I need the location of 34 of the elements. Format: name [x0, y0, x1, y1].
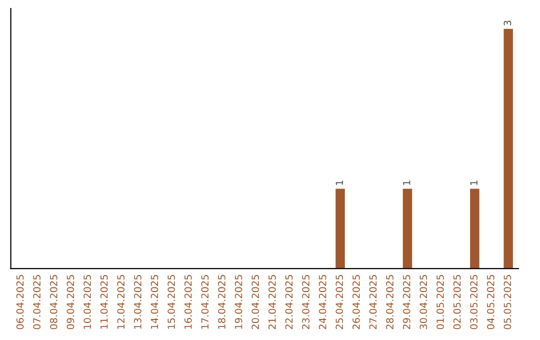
x-tick-label: 09.04.2025 [66, 275, 74, 330]
x-tick-label: 27.04.2025 [369, 275, 377, 330]
x-tick-label: 18.04.2025 [218, 275, 226, 329]
x-tick-label: 22.04.2025 [285, 275, 293, 330]
x-tick-label: 23.04.2025 [302, 275, 310, 330]
x-tick-label: 07.04.2025 [33, 275, 41, 330]
x-tick-label: 14.04.2025 [150, 275, 158, 329]
x-tick-label: 16.04.2025 [184, 275, 192, 329]
x-tick-label: 19.04.2025 [234, 275, 242, 329]
x-tick-label: 06.04.2025 [16, 275, 24, 330]
x-tick-label: 30.04.2025 [420, 275, 428, 330]
x-tick-label: 05.05.2025 [504, 275, 512, 330]
x-tick-label: 28.04.2025 [386, 275, 394, 330]
data-label: 1 [336, 180, 343, 185]
x-tick-label: 02.05.2025 [453, 275, 461, 330]
x-tick-label: 15.04.2025 [168, 275, 175, 329]
x-tick-label: 20.04.2025 [252, 275, 260, 330]
x-tick-label: 29.04.2025 [402, 275, 410, 330]
x-tick-label: 03.05.2025 [470, 275, 478, 330]
x-tick-label: 26.04.2025 [352, 275, 360, 330]
data-label: 1 [470, 180, 478, 185]
x-tick-label: 08.04.2025 [50, 275, 58, 330]
x-tick-label: 04.05.2025 [486, 275, 494, 330]
x-tick-label: 24.04.2025 [318, 275, 326, 330]
x-tick-label: 10.04.2025 [84, 275, 91, 329]
x-tick-label: 11.04.2025 [100, 275, 108, 329]
x-tick-label: 12.04.2025 [117, 275, 125, 329]
x-tick-label: 17.04.2025 [201, 275, 209, 329]
x-tick-label: 21.04.2025 [268, 275, 276, 330]
data-label: 3 [504, 20, 512, 26]
x-tick-label: 25.04.2025 [336, 275, 344, 330]
x-tick-label: 01.05.2025 [436, 275, 444, 330]
data-label: 1 [403, 180, 410, 185]
x-tick-label: 13.04.2025 [134, 275, 142, 329]
